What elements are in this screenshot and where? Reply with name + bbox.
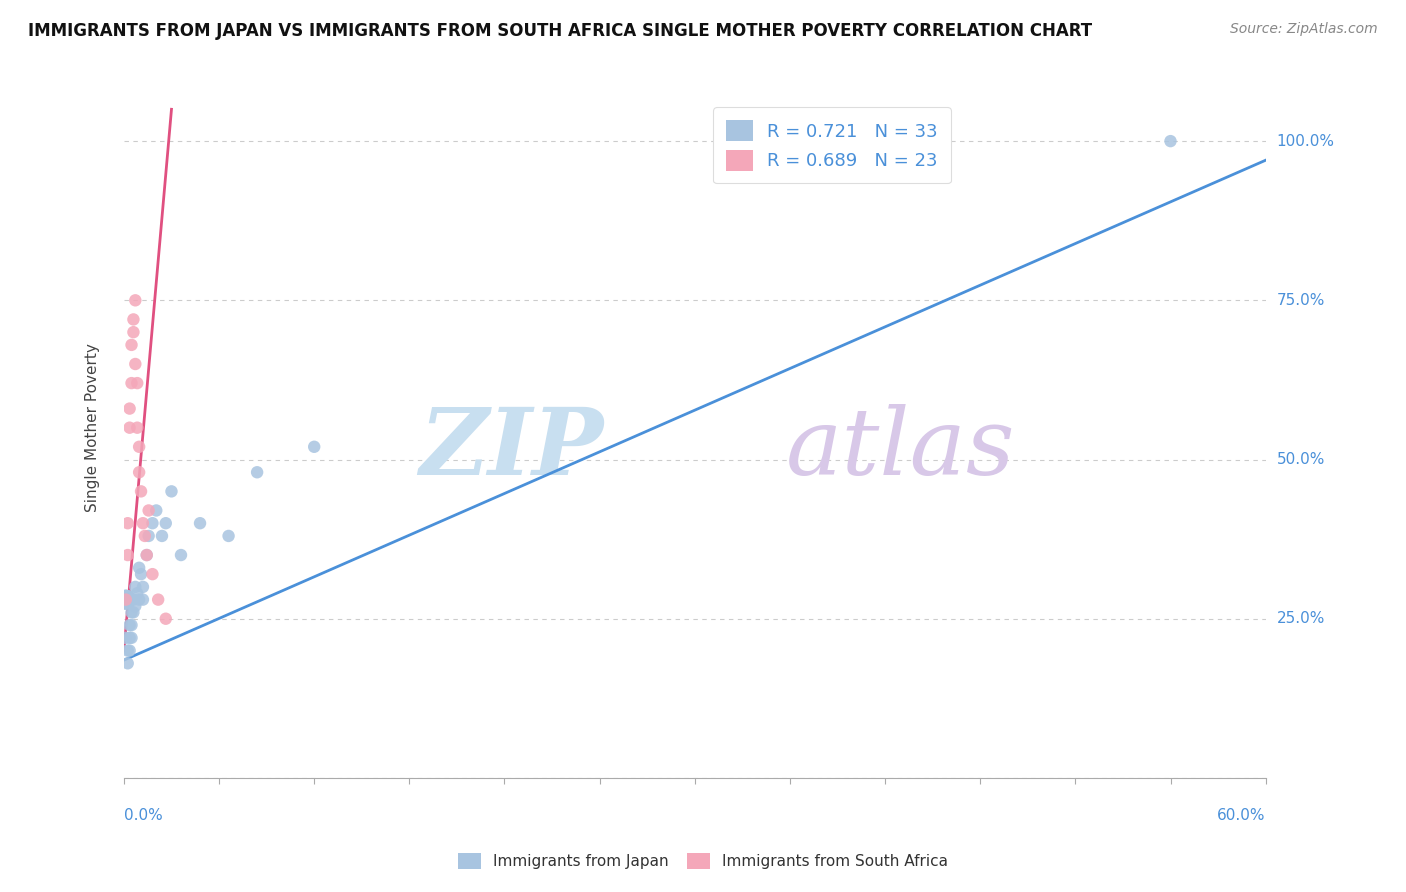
Point — [118, 592, 141, 607]
Point — [141, 567, 163, 582]
Point — [129, 484, 152, 499]
Point — [121, 605, 143, 619]
Point — [129, 567, 152, 582]
Point — [127, 420, 149, 434]
Point — [124, 580, 146, 594]
Point — [145, 503, 167, 517]
Point — [114, 592, 136, 607]
Point — [155, 516, 177, 531]
Point — [114, 592, 136, 607]
Point — [135, 548, 157, 562]
Point — [302, 440, 325, 454]
Point — [170, 548, 193, 562]
Point — [117, 643, 139, 657]
Text: 0.0%: 0.0% — [124, 808, 163, 823]
Point — [127, 586, 149, 600]
Legend: R = 0.721   N = 33, R = 0.689   N = 23: R = 0.721 N = 33, R = 0.689 N = 23 — [713, 107, 950, 184]
Point — [118, 401, 141, 416]
Point — [121, 376, 143, 390]
Point — [118, 420, 141, 434]
Point — [124, 357, 146, 371]
Point — [127, 376, 149, 390]
Point — [114, 592, 136, 607]
Legend: Immigrants from Japan, Immigrants from South Africa: Immigrants from Japan, Immigrants from S… — [451, 847, 955, 875]
Point — [138, 503, 160, 517]
Point — [1160, 134, 1182, 148]
Point — [134, 529, 156, 543]
Point — [128, 465, 150, 479]
Point — [155, 612, 177, 626]
Text: 60.0%: 60.0% — [1218, 808, 1265, 823]
Point — [114, 592, 136, 607]
Point — [121, 618, 143, 632]
Point — [122, 325, 145, 339]
Point — [114, 592, 136, 607]
Text: 100.0%: 100.0% — [1277, 134, 1334, 149]
Point — [124, 599, 146, 613]
Point — [117, 548, 139, 562]
Point — [132, 592, 155, 607]
Point — [128, 440, 150, 454]
Point — [114, 592, 136, 607]
Point — [141, 516, 163, 531]
Point — [118, 618, 141, 632]
Point — [218, 529, 240, 543]
Text: 75.0%: 75.0% — [1277, 293, 1324, 308]
Point — [122, 312, 145, 326]
Point — [114, 631, 136, 645]
Point — [121, 338, 143, 352]
Point — [128, 592, 150, 607]
Point — [117, 516, 139, 531]
Text: Source: ZipAtlas.com: Source: ZipAtlas.com — [1230, 22, 1378, 37]
Point — [138, 529, 160, 543]
Point — [117, 657, 139, 671]
Point — [118, 631, 141, 645]
Point — [122, 592, 145, 607]
Point — [135, 548, 157, 562]
Text: 50.0%: 50.0% — [1277, 452, 1324, 467]
Text: IMMIGRANTS FROM JAPAN VS IMMIGRANTS FROM SOUTH AFRICA SINGLE MOTHER POVERTY CORR: IMMIGRANTS FROM JAPAN VS IMMIGRANTS FROM… — [28, 22, 1092, 40]
Point — [146, 592, 169, 607]
Point — [188, 516, 211, 531]
Y-axis label: Single Mother Poverty: Single Mother Poverty — [86, 343, 100, 512]
Point — [124, 293, 146, 308]
Point — [160, 484, 183, 499]
Point — [122, 605, 145, 619]
Point — [150, 529, 173, 543]
Text: 25.0%: 25.0% — [1277, 611, 1324, 626]
Text: atlas: atlas — [786, 404, 1015, 493]
Point — [121, 631, 143, 645]
Point — [114, 592, 136, 607]
Point — [132, 580, 155, 594]
Point — [118, 643, 141, 657]
Point — [132, 516, 155, 531]
Point — [128, 561, 150, 575]
Point — [246, 465, 269, 479]
Text: ZIP: ZIP — [419, 404, 603, 493]
